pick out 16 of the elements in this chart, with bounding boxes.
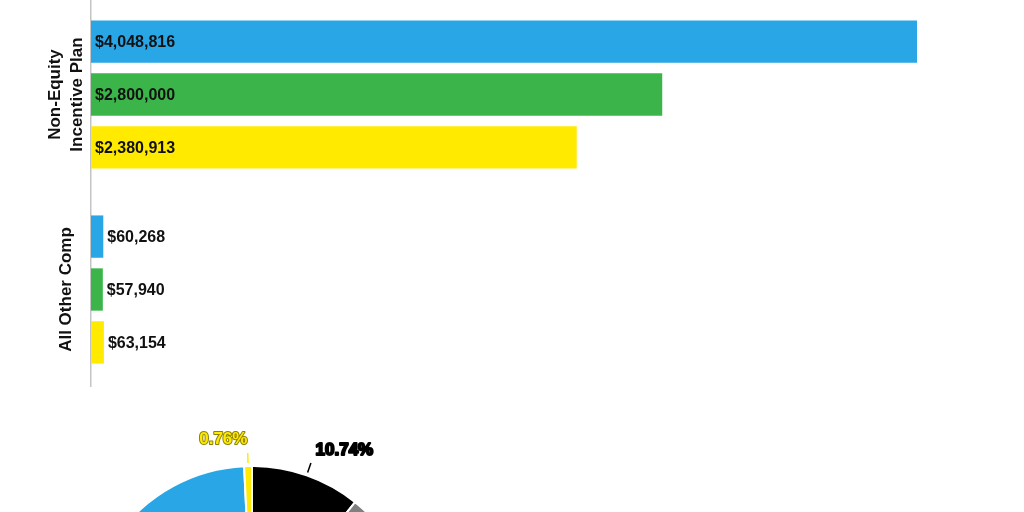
- data-label: $63,154: [107, 333, 166, 351]
- data-label: 10.74%: [315, 439, 374, 459]
- data-label: $4,048,816: [95, 33, 176, 50]
- bar: [91, 126, 577, 169]
- bar: [91, 268, 103, 311]
- data-label: $60,268: [107, 228, 166, 245]
- data-label: $57,940: [106, 280, 165, 298]
- data-label: $2,380,913: [95, 138, 176, 156]
- bar: [91, 215, 104, 258]
- y-tick-label: Non-Equity Incentive Plan: [44, 37, 86, 152]
- bar: [91, 321, 104, 364]
- y-tick-label: All Other Comp: [55, 227, 75, 352]
- bar: [91, 73, 663, 116]
- data-label: $2,800,000: [95, 85, 176, 103]
- bar: [91, 20, 917, 63]
- data-label: 0.76%: [199, 428, 248, 448]
